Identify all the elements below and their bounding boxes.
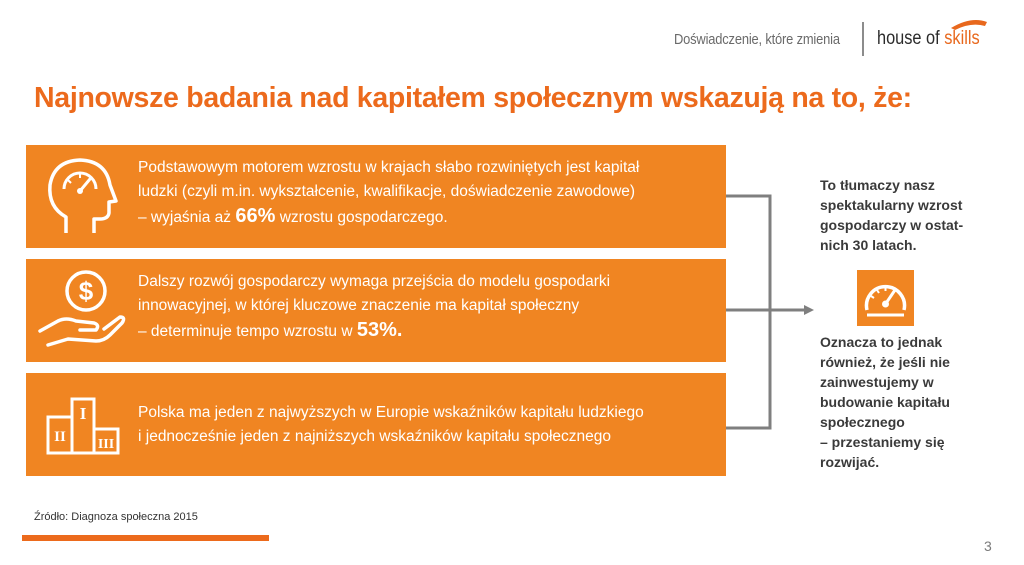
- finding-2-line-3: – determinuje tempo wzrostu w 53%.: [138, 318, 716, 344]
- conclusion-bottom-line-5: społecznego: [820, 414, 905, 430]
- logo-text-skills: skills: [944, 28, 980, 49]
- tagline: Doświadczenie, które zmienia: [674, 31, 840, 48]
- conclusion-top: To tłumaczy nasz spektakularny wzrost go…: [820, 175, 970, 255]
- finding-1-highlight: 66%: [235, 205, 276, 227]
- finding-1-line-1: Podstawowym motorem wzrostu w krajach sł…: [138, 159, 640, 176]
- page-title: Najnowsze badania nad kapitałem społeczn…: [34, 82, 912, 114]
- bottom-accent-bar: [22, 535, 269, 541]
- finding-1-line-3-start: – wyjaśnia aż: [138, 209, 236, 226]
- finding-3-line-2: i jednocześnie jeden z najniższych wskaź…: [138, 428, 612, 445]
- conclusion-top-line-3: gospodarczy w ostat-: [820, 217, 964, 233]
- conclusion-top-line-1: To tłumaczy nasz: [820, 177, 935, 193]
- svg-text:$: $: [79, 276, 94, 306]
- conclusion-bottom-line-1: Oznacza to jednak: [820, 334, 943, 350]
- conclusion-bottom-line-3: zainwestujemy w: [820, 374, 934, 390]
- finding-1-line-2: ludzki (czyli m.in. wykształcenie, kwali…: [138, 183, 636, 200]
- arrow-head-icon: [804, 305, 814, 315]
- finding-text-1: Podstawowym motorem wzrostu w krajach sł…: [138, 156, 716, 230]
- conclusion-bottom-line-7: rozwijać.: [820, 454, 880, 470]
- podium-icon: I II III: [46, 397, 120, 455]
- logo-text-house: house of: [877, 28, 945, 49]
- conclusion-bottom: Oznacza to jednak również, że jeśli nie …: [820, 332, 970, 472]
- logo-swoosh-icon: [951, 20, 987, 30]
- header-divider: [862, 22, 864, 56]
- finding-box-2: $ Dalszy rozwój gospodarczy wymaga przej…: [26, 259, 726, 362]
- conclusion-bottom-line-6: – przestaniemy się: [820, 434, 945, 450]
- svg-text:III: III: [98, 437, 114, 452]
- speedometer-icon: [864, 285, 907, 317]
- finding-2-highlight: 53%.: [356, 319, 403, 341]
- finding-text-3: Polska ma jeden z najwyższych w Europie …: [138, 401, 716, 449]
- page-number: 3: [984, 538, 992, 554]
- finding-2-line-3-start: – determinuje tempo wzrostu w: [138, 323, 357, 340]
- finding-3-line-1: Polska ma jeden z najwyższych w Europie …: [138, 404, 644, 421]
- finding-2-line-2: innowacyjnej, w której kluczowe znaczeni…: [138, 297, 580, 314]
- hand-dollar-coin-icon: $: [38, 270, 126, 347]
- finding-1-line-3: – wyjaśnia aż 66% wzrostu gospodarczego.: [138, 204, 716, 230]
- finding-box-3: I II III Polska ma jeden z najwyższych w…: [26, 373, 726, 476]
- conclusion-bottom-line-2: również, że jeśli nie: [820, 354, 950, 370]
- finding-text-2: Dalszy rozwój gospodarczy wymaga przejśc…: [138, 270, 716, 344]
- svg-text:II: II: [54, 429, 66, 445]
- conclusion-top-line-2: spektakularny wzrost: [820, 197, 963, 213]
- speedometer-badge: [857, 270, 914, 326]
- logo-text: house of skills: [877, 28, 980, 50]
- finding-box-1: Podstawowym motorem wzrostu w krajach sł…: [26, 145, 726, 248]
- bracket-connector: [726, 194, 814, 430]
- house-of-skills-logo: house of skills: [873, 14, 991, 58]
- conclusion-top-line-4: nich 30 latach.: [820, 237, 917, 253]
- finding-1-line-3-end: wzrostu gospodarczego.: [275, 209, 448, 226]
- conclusion-bottom-line-4: budowanie kapitału: [820, 394, 950, 410]
- head-gauge-icon: [48, 158, 118, 233]
- source-note: Źródło: Diagnoza społeczna 2015: [34, 511, 198, 523]
- svg-text:I: I: [80, 404, 87, 423]
- finding-2-line-1: Dalszy rozwój gospodarczy wymaga przejśc…: [138, 273, 611, 290]
